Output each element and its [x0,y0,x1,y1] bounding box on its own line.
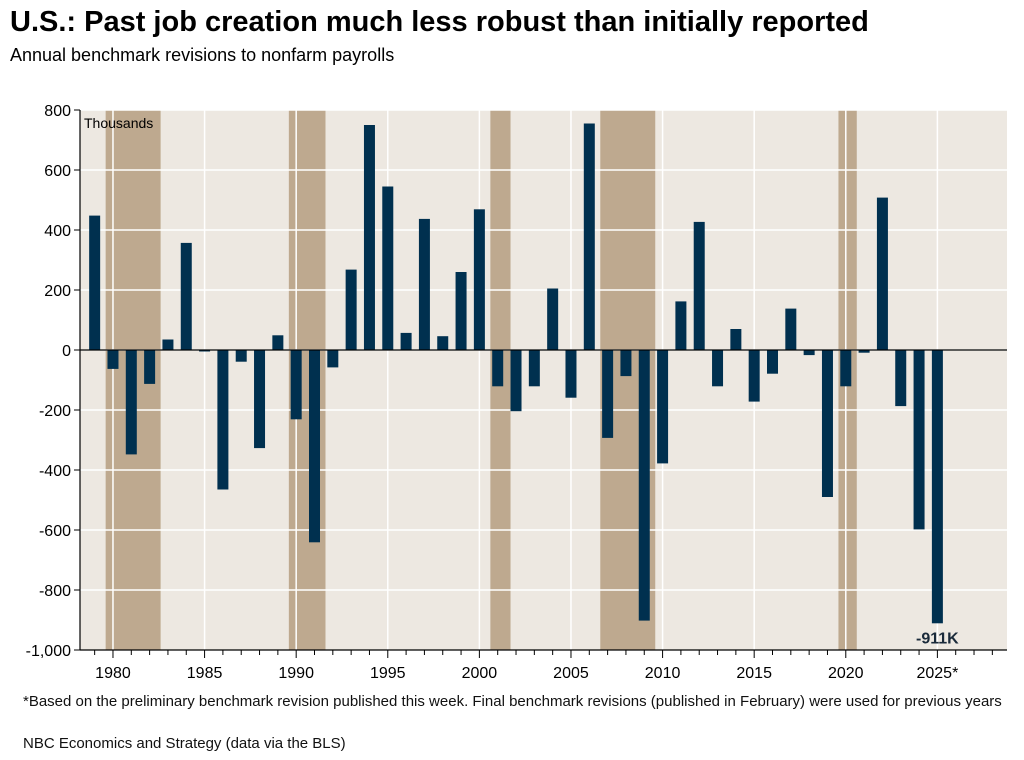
bar-2003 [528,350,540,387]
bar-1991 [308,350,320,543]
bar-2013 [712,350,724,387]
bar-2005 [565,350,577,398]
bar-1984 [180,242,192,350]
data-label-annotation: -911K [916,630,959,647]
x-tick-label: 2000 [462,665,498,682]
bar-2008 [620,350,632,377]
bar-2012 [693,221,705,350]
bar-2018 [803,350,815,356]
y-tick-label: -800 [39,583,71,600]
bar-1987 [235,350,247,362]
bar-1998 [437,336,449,350]
bar-2016 [767,350,779,374]
bar-2004 [547,288,559,350]
bar-1979 [89,215,101,350]
bar-1990 [290,350,302,420]
bar-2024 [913,350,925,530]
bar-1989 [272,335,284,350]
bar-2010 [657,350,669,464]
bar-2001 [492,350,504,387]
bar-2021 [858,350,870,353]
y-tick-label: 800 [44,103,71,120]
bar-1982 [144,350,156,384]
x-tick-label: 2020 [828,665,864,682]
source-note: NBC Economics and Strategy (data via the… [23,735,346,752]
bar-2011 [675,301,687,350]
bar-2014 [730,329,742,350]
x-tick-label: 2010 [645,665,681,682]
bar-1995 [382,186,394,350]
bar-1997 [418,218,430,350]
bar-2002 [510,350,522,412]
x-tick-label: 1985 [187,665,223,682]
x-tick-label: 2015 [736,665,772,682]
x-tick-label: 2025* [916,665,958,682]
y-tick-label: -600 [39,523,71,540]
bar-chart: -1,000 -800 -600 -400 -200 0 200 400 600 800 1980 1… [26,103,1007,682]
bar-2025 [931,350,943,624]
bar-2007 [602,350,614,438]
bar-1980 [107,350,119,369]
y-tick-label: 400 [44,223,71,240]
bar-1992 [327,350,339,368]
bar-1988 [254,350,266,449]
y-tick-label: -400 [39,463,71,480]
chart-title: U.S.: Past job creation much less robust… [10,6,869,38]
x-tick-label: 2005 [553,665,589,682]
chart-subtitle: Annual benchmark revisions to nonfarm pa… [10,45,395,65]
bar-1986 [217,350,229,490]
x-tick-label: 1995 [370,665,406,682]
bar-2019 [821,350,833,497]
y-axis-label: Thousands [84,115,153,131]
bar-1993 [345,269,357,350]
x-tick-label: 1990 [278,665,314,682]
bar-1994 [363,125,375,350]
bar-2000 [473,209,485,350]
bar-1983 [162,339,174,350]
bar-1999 [455,272,467,350]
x-tick-label: 1980 [95,665,131,682]
bar-2017 [785,308,797,350]
y-tick-label: 200 [44,283,71,300]
bar-1981 [125,350,137,455]
bar-2022 [876,197,888,350]
bar-2023 [895,350,907,407]
y-tick-label: -200 [39,403,71,420]
y-tick-label: -1,000 [26,643,71,660]
y-tick-label: 0 [62,343,71,360]
footnote: *Based on the preliminary benchmark revi… [23,693,1002,710]
y-tick-label: 600 [44,163,71,180]
bar-2015 [748,350,760,402]
bar-2006 [583,123,595,350]
bar-2009 [638,350,650,621]
bar-2020 [840,350,852,387]
bar-1985 [199,350,211,352]
bar-1996 [400,332,412,350]
